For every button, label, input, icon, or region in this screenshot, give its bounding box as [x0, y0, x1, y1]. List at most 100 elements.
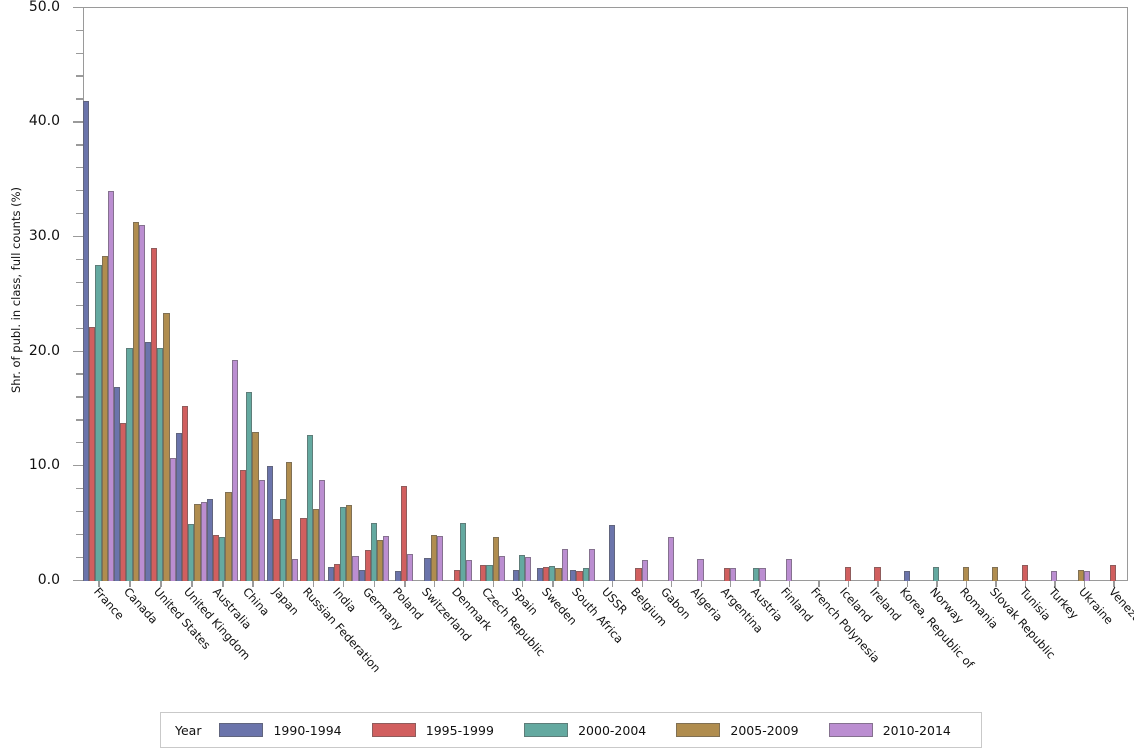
bar[interactable] [300, 517, 307, 581]
bar[interactable] [536, 568, 544, 581]
bar[interactable] [512, 569, 520, 581]
legend-item[interactable]: 1990-1994 [219, 723, 371, 738]
bar[interactable] [107, 191, 114, 581]
bar[interactable] [543, 567, 550, 581]
bar[interactable] [188, 523, 195, 581]
bar[interactable] [635, 568, 642, 581]
bar[interactable] [407, 553, 414, 581]
bar[interactable] [903, 570, 910, 581]
bar[interactable] [1077, 569, 1084, 581]
bar[interactable] [352, 555, 359, 581]
bar[interactable] [608, 524, 616, 581]
bar[interactable] [480, 564, 487, 581]
bar[interactable] [333, 563, 340, 581]
bar[interactable] [723, 568, 730, 581]
bar[interactable] [346, 505, 353, 581]
bar[interactable] [231, 359, 238, 581]
bar[interactable] [874, 567, 881, 581]
bar[interactable] [219, 537, 226, 581]
bar[interactable] [383, 536, 390, 581]
bar[interactable] [279, 498, 286, 581]
bar[interactable] [113, 387, 121, 581]
bar[interactable] [246, 391, 253, 581]
bar[interactable] [364, 550, 371, 581]
bar[interactable] [519, 554, 526, 581]
bar[interactable] [101, 255, 108, 581]
bar[interactable] [144, 341, 152, 581]
bar[interactable] [486, 564, 493, 581]
legend-item[interactable]: 2000-2004 [524, 723, 676, 738]
bar[interactable] [1083, 570, 1090, 581]
bar[interactable] [206, 498, 213, 581]
bar[interactable] [1021, 564, 1028, 581]
bar[interactable] [157, 348, 164, 581]
bar[interactable] [785, 559, 793, 581]
bar[interactable] [667, 537, 675, 581]
bar[interactable] [570, 569, 577, 581]
bar[interactable] [641, 560, 648, 581]
bar[interactable] [258, 480, 265, 581]
bar[interactable] [182, 405, 189, 581]
bar[interactable] [83, 100, 90, 581]
bar[interactable] [306, 435, 313, 581]
bar[interactable] [267, 466, 274, 581]
bar[interactable] [430, 535, 437, 581]
bar[interactable] [291, 559, 299, 581]
bar[interactable] [163, 312, 170, 581]
bar[interactable] [729, 568, 737, 581]
bar[interactable] [525, 556, 532, 581]
bar[interactable] [339, 506, 347, 581]
bar[interactable] [225, 491, 232, 581]
bar[interactable] [962, 567, 969, 581]
bar[interactable] [561, 548, 568, 581]
bar[interactable] [759, 568, 766, 581]
bar[interactable] [492, 537, 499, 581]
bar[interactable] [273, 519, 280, 581]
bar[interactable] [327, 567, 334, 581]
bar[interactable] [933, 567, 940, 581]
bar-group [419, 8, 448, 587]
bar[interactable] [212, 535, 220, 581]
bar[interactable] [194, 504, 201, 581]
bar[interactable] [401, 485, 408, 581]
bar[interactable] [576, 570, 583, 581]
bar[interactable] [753, 568, 760, 581]
bar[interactable] [285, 461, 292, 581]
bar[interactable] [132, 222, 139, 581]
bar[interactable] [89, 326, 96, 581]
bar[interactable] [319, 480, 326, 581]
bar[interactable] [466, 560, 473, 581]
bar[interactable] [370, 522, 378, 581]
bar[interactable] [175, 433, 182, 581]
bar[interactable] [95, 264, 102, 581]
bar[interactable] [126, 348, 133, 581]
legend-item[interactable]: 1995-1999 [371, 723, 524, 738]
legend-item[interactable]: 2010-2014 [828, 723, 981, 738]
bar[interactable] [588, 548, 595, 581]
bar[interactable] [436, 536, 443, 581]
bar[interactable] [151, 247, 158, 581]
bar[interactable] [252, 432, 259, 581]
bar[interactable] [498, 555, 506, 581]
bar[interactable] [1110, 564, 1117, 581]
bar[interactable] [358, 569, 365, 581]
legend-item[interactable]: 2005-2009 [676, 723, 828, 738]
bar[interactable] [697, 559, 704, 581]
bar[interactable] [200, 501, 207, 581]
bar[interactable] [992, 567, 999, 581]
bar[interactable] [460, 522, 467, 581]
bar[interactable] [453, 569, 461, 581]
bar[interactable] [582, 568, 589, 581]
bar[interactable] [394, 570, 402, 581]
bar[interactable] [312, 508, 320, 581]
bar[interactable] [120, 422, 127, 581]
bar[interactable] [240, 469, 247, 581]
bar[interactable] [138, 224, 145, 581]
bar[interactable] [549, 566, 556, 581]
bar[interactable] [844, 567, 852, 581]
bar[interactable] [555, 568, 562, 581]
bar[interactable] [1051, 570, 1058, 581]
bar[interactable] [424, 558, 431, 581]
bar[interactable] [169, 458, 176, 581]
bar[interactable] [377, 539, 384, 581]
